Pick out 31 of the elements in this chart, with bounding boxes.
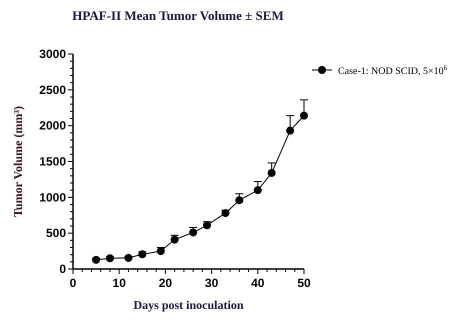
y-tick-label: 500	[46, 226, 66, 240]
point	[235, 196, 244, 204]
point	[124, 254, 132, 262]
y-tick-label: 2000	[39, 118, 66, 133]
point	[221, 209, 230, 218]
x-tick-label: 40	[251, 276, 265, 290]
y-tick-label: 2500	[39, 82, 66, 97]
point	[156, 247, 165, 256]
y-tick-label: 0	[59, 262, 66, 276]
point	[202, 221, 211, 230]
point	[170, 236, 179, 244]
x-tick-label: 30	[204, 276, 219, 290]
point	[286, 126, 294, 135]
point	[189, 228, 198, 236]
point	[138, 250, 146, 258]
point	[106, 254, 114, 262]
x-tick-label: 10	[112, 276, 126, 290]
point	[300, 112, 308, 120]
x-tick-label: 20	[158, 276, 172, 290]
point	[254, 186, 262, 194]
x-tick-label: 0	[70, 276, 77, 290]
y-axis-title: Tumor Volume (mm³)	[11, 106, 25, 217]
y-tick-label: 1500	[39, 154, 66, 168]
x-tick-label: 50	[297, 276, 311, 290]
point	[268, 168, 276, 177]
chart-title: HPAF-II Mean Tumor Volume ± SEM	[72, 8, 284, 23]
point	[92, 256, 100, 264]
y-tick-label: 3000	[39, 47, 66, 61]
x-axis-title: Days post inoculation	[133, 298, 244, 312]
y-tick-label: 1000	[39, 190, 66, 204]
legend-label: Case-1: NOD SCID, 5×10$^{6}$	[338, 64, 448, 77]
